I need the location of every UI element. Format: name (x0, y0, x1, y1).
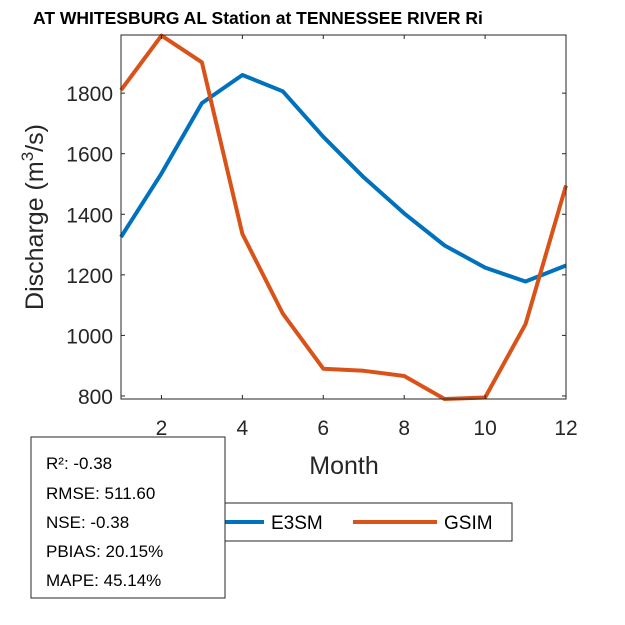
y-axis-label-superscript: 3 (18, 152, 37, 161)
y-axis-label-main: Discharge (m (21, 161, 49, 310)
legend-label-e3sm: E3SM (271, 513, 323, 534)
chart-title: AT WHITESBURG AL Station at TENNESSEE RI… (33, 8, 483, 28)
y-tick-label: 1000 (66, 325, 113, 348)
y-tick-label: 800 (78, 386, 113, 409)
x-axis: 2 4 6 8 10 12 (156, 35, 578, 440)
stats-nse: NSE: -0.38 (46, 513, 129, 532)
plot-background (121, 35, 566, 399)
series-layer (119, 33, 568, 401)
stats-pbias: PBIAS: 20.15% (46, 542, 163, 561)
x-tick-label: 4 (237, 417, 249, 440)
stats-box-frame (30, 436, 226, 599)
plot-area: 2 4 6 8 10 12 800 1000 1200 1400 1600 1800 (66, 33, 578, 440)
stats-mape: MAPE: 45.14% (46, 571, 161, 590)
x-axis-label: Month (309, 452, 378, 480)
y-axis: 800 1000 1200 1400 1600 1800 (66, 83, 566, 409)
x-tick-label: 8 (398, 417, 410, 440)
axes-box (120, 34, 567, 400)
y-tick-label: 1200 (66, 265, 113, 288)
y-axis-label: Discharge (m3/s) (18, 124, 49, 310)
y-tick-label: 1800 (66, 83, 113, 106)
series-line-e3sm (119, 73, 567, 284)
stats-rmse: RMSE: 511.60 (46, 484, 155, 503)
legend-label-gsim: GSIM (444, 513, 493, 534)
x-tick-label: 6 (317, 417, 329, 440)
stats-box: R²: -0.38 RMSE: 511.60 NSE: -0.38 PBIAS:… (30, 436, 226, 599)
stats-r2: R²: -0.38 (46, 454, 112, 473)
series-line-gsim (119, 33, 568, 401)
y-axis-label-tail: /s) (21, 124, 49, 152)
y-tick-label: 1600 (66, 144, 113, 167)
y-tick-label: 1400 (66, 204, 113, 227)
x-tick-label: 10 (473, 417, 496, 440)
x-tick-label: 12 (554, 417, 577, 440)
x-tick-label: 2 (156, 417, 168, 440)
